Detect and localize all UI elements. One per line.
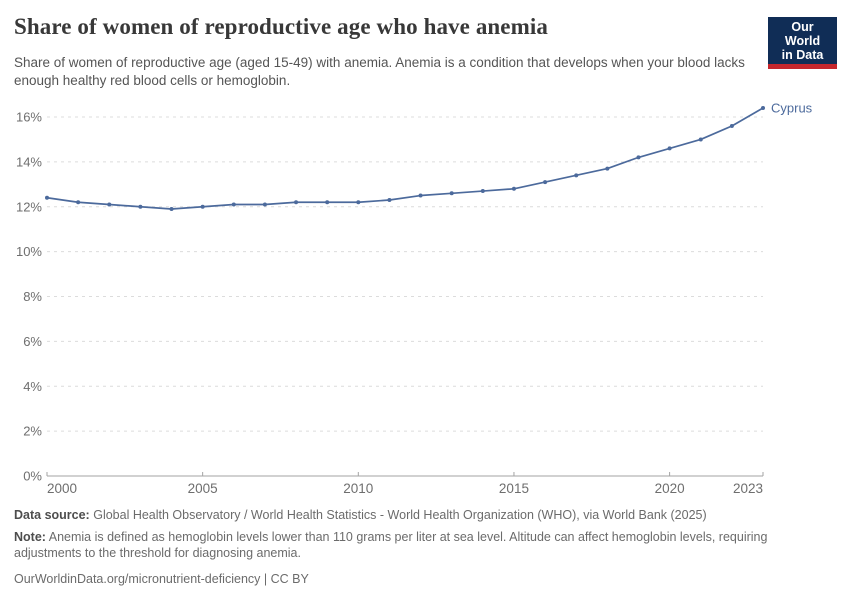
data-point	[387, 198, 392, 203]
data-point	[169, 206, 174, 211]
line-chart: 0% 2% 4% 6% 8% 10% 12% 14% 16% 2000 2005 2010 2015 20…	[16, 101, 813, 496]
data-point	[729, 123, 734, 128]
data-source-text: Global Health Observatory / World Health…	[93, 508, 707, 522]
data-point	[200, 204, 205, 209]
chart-subtitle: Share of women of reproductive age (aged…	[14, 55, 745, 88]
chart-footer: Data source: Global Health Observatory /…	[14, 507, 838, 587]
y-tick-label: 8%	[23, 289, 42, 304]
owid-logo-line2: in Data	[781, 48, 824, 62]
x-tick-label: 2000	[47, 481, 77, 496]
url-license-line: OurWorldinData.org/micronutrient-deficie…	[14, 571, 309, 586]
note-line: Note: Anemia is defined as hemoglobin le…	[14, 529, 838, 562]
data-point	[511, 186, 516, 191]
x-tick-label: 2010	[343, 481, 373, 496]
data-point	[356, 200, 361, 205]
x-tick-label: 2015	[499, 481, 529, 496]
data-point	[45, 195, 49, 200]
y-tick-label: 14%	[16, 154, 42, 169]
y-tick-label: 2%	[23, 424, 42, 439]
note-label: Note:	[14, 529, 46, 544]
data-point	[574, 173, 579, 178]
x-tick-label: 2005	[188, 481, 218, 496]
data-point	[325, 200, 330, 205]
y-tick-label: 12%	[16, 199, 42, 214]
y-tick-label: 4%	[23, 379, 42, 394]
data-point	[543, 180, 548, 185]
data-point	[698, 137, 703, 142]
data-point	[76, 200, 81, 205]
note-text: Anemia is defined as hemoglobin levels l…	[14, 529, 768, 561]
y-tick-label: 6%	[23, 334, 42, 349]
data-point	[636, 155, 641, 160]
y-tick-label: 16%	[16, 110, 42, 125]
owid-logo: Our World in Data	[768, 17, 837, 69]
series-line	[46, 107, 764, 210]
data-point	[480, 189, 485, 194]
data-point	[418, 193, 423, 198]
data-source-line: Data source: Global Health Observatory /…	[14, 507, 838, 524]
data-point	[107, 202, 112, 207]
x-tick-label: 2023	[733, 481, 763, 496]
data-point	[294, 200, 299, 205]
data-point	[605, 166, 610, 171]
y-tick-label: 10%	[16, 244, 42, 259]
owid-logo-line1: Our World	[784, 20, 821, 48]
page-title: Share of women of reproductive age who h…	[14, 14, 548, 39]
y-tick-label: 0%	[23, 469, 42, 484]
data-point	[138, 204, 143, 209]
x-tick-label: 2020	[655, 481, 685, 496]
data-point	[262, 202, 267, 207]
series-label-cyprus: Cyprus	[771, 101, 813, 116]
data-point	[761, 106, 765, 111]
data-point	[231, 202, 236, 207]
data-source-label: Data source:	[14, 508, 90, 522]
data-point	[667, 146, 672, 151]
data-point	[449, 191, 454, 196]
